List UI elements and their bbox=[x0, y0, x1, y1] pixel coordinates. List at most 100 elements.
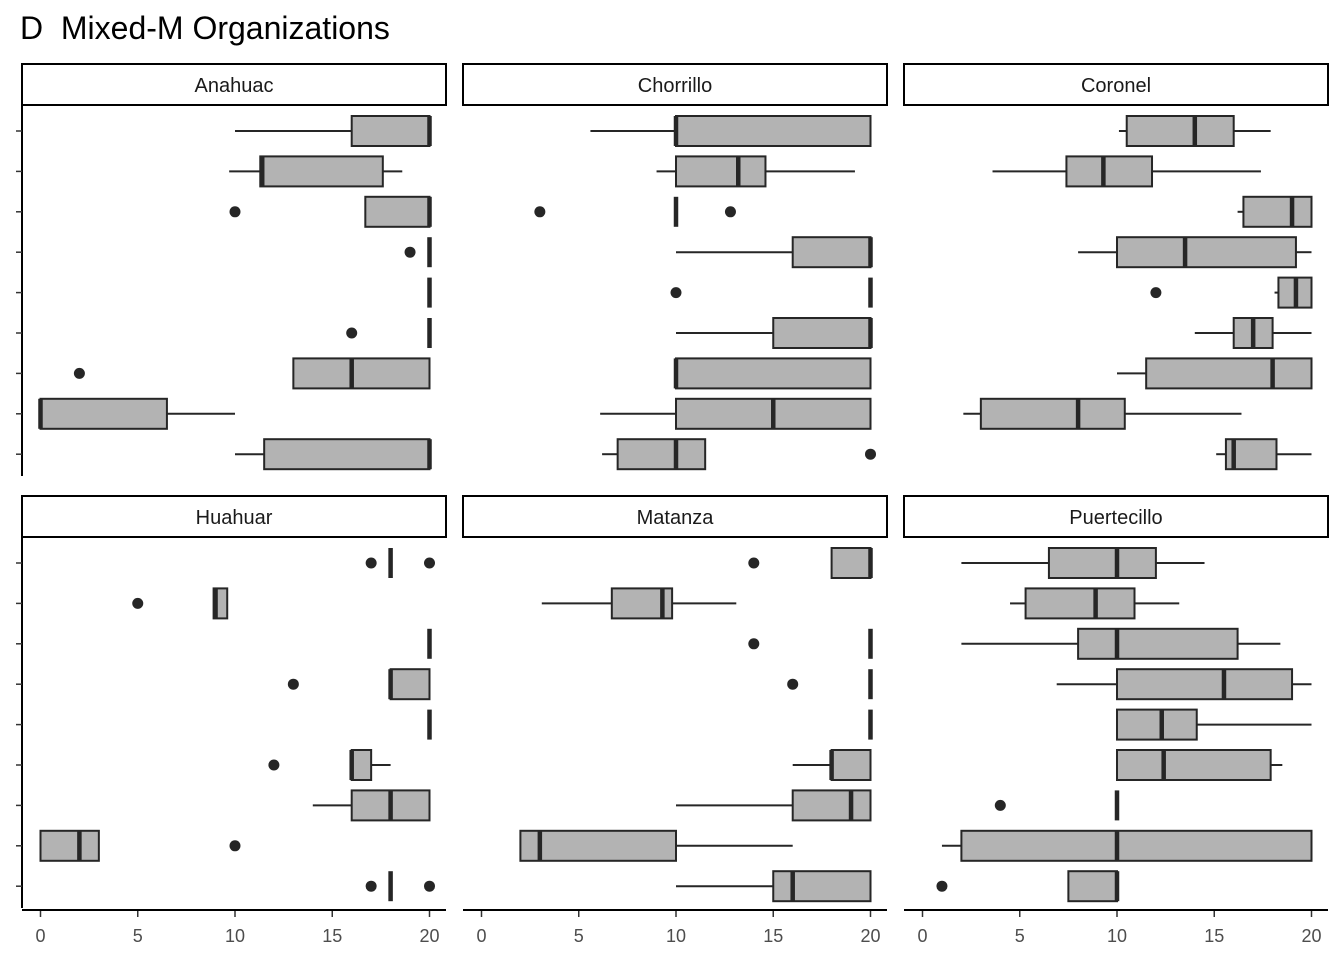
box-row bbox=[16, 115, 432, 147]
iqr-box bbox=[1116, 708, 1198, 741]
outlier-point bbox=[1150, 287, 1162, 299]
outlier-point bbox=[787, 678, 799, 690]
strip-label: Matanza bbox=[637, 507, 715, 529]
x-tick-label: 15 bbox=[322, 926, 342, 946]
box-row bbox=[656, 155, 855, 188]
box-row bbox=[16, 318, 432, 348]
outlier-point bbox=[229, 206, 241, 218]
iqr-box bbox=[292, 357, 431, 390]
iqr-box bbox=[830, 749, 872, 781]
iqr-box bbox=[979, 397, 1126, 430]
box-row bbox=[676, 236, 873, 269]
box-row bbox=[1117, 357, 1313, 390]
outlier-point bbox=[365, 557, 377, 569]
box-row bbox=[994, 790, 1120, 821]
box-row bbox=[16, 871, 435, 902]
chart-title: D Mixed-M Organizations bbox=[20, 10, 390, 46]
box-row bbox=[16, 195, 432, 228]
box-row bbox=[16, 829, 241, 862]
iqr-box bbox=[1067, 870, 1118, 903]
box-row bbox=[16, 277, 432, 308]
iqr-box bbox=[1024, 587, 1136, 620]
box-row bbox=[1078, 236, 1312, 269]
outlier-point bbox=[132, 597, 144, 609]
x-tick-label: 15 bbox=[763, 926, 783, 946]
iqr-box bbox=[830, 547, 872, 579]
box-row bbox=[963, 397, 1242, 430]
x-tick-label: 20 bbox=[1301, 926, 1321, 946]
strip-label: Huahuar bbox=[196, 507, 273, 529]
iqr-box bbox=[519, 829, 678, 862]
iqr-box bbox=[791, 236, 872, 269]
x-tick-label: 5 bbox=[574, 926, 584, 946]
box-row bbox=[676, 789, 872, 822]
box-row bbox=[16, 749, 391, 781]
outlier-point bbox=[936, 880, 948, 892]
outlier-point bbox=[724, 206, 736, 218]
strip-box bbox=[903, 495, 1329, 538]
iqr-box bbox=[39, 397, 168, 430]
iqr-box bbox=[1125, 115, 1235, 147]
iqr-box bbox=[675, 357, 872, 390]
iqr-box bbox=[350, 749, 373, 781]
box-row bbox=[961, 547, 1205, 579]
box-row bbox=[16, 438, 432, 471]
iqr-box bbox=[616, 438, 707, 471]
iqr-box bbox=[772, 317, 872, 349]
box-row bbox=[676, 317, 873, 349]
x-tick-label: 10 bbox=[225, 926, 245, 946]
iqr-box bbox=[960, 829, 1313, 862]
x-tick-label: 15 bbox=[1204, 926, 1224, 946]
outlier-point bbox=[229, 840, 241, 852]
box-row bbox=[16, 789, 431, 822]
iqr-box bbox=[263, 438, 431, 471]
box-row bbox=[1216, 438, 1312, 471]
box-row bbox=[992, 155, 1261, 188]
iqr-box bbox=[350, 115, 431, 147]
iqr-box bbox=[1242, 195, 1313, 228]
box-row bbox=[748, 628, 873, 659]
box-row bbox=[541, 587, 737, 620]
box-row bbox=[941, 829, 1313, 862]
box-row bbox=[602, 438, 876, 471]
strip-label: Chorrillo bbox=[638, 75, 712, 97]
box-row bbox=[1010, 587, 1180, 620]
box-row bbox=[16, 237, 432, 268]
outlier-point bbox=[424, 557, 435, 569]
x-tick-label: 20 bbox=[860, 926, 880, 946]
strip-box bbox=[903, 63, 1329, 106]
iqr-box bbox=[1116, 236, 1297, 269]
iqr-box bbox=[1145, 357, 1313, 390]
panel-anahuac: Anahuac bbox=[16, 63, 447, 476]
x-tick-label: 10 bbox=[1107, 926, 1127, 946]
panel-matanza: Matanza 0 5 10 15 20 bbox=[462, 495, 888, 946]
iqr-box bbox=[259, 155, 384, 188]
strip-label: Puertecillo bbox=[1069, 507, 1162, 529]
box-row bbox=[16, 548, 435, 578]
box-row bbox=[519, 829, 793, 862]
outlier-point bbox=[268, 759, 280, 771]
panel-chorrillo: Chorrillo bbox=[462, 63, 888, 471]
outlier-point bbox=[287, 678, 299, 690]
box-row bbox=[590, 115, 872, 147]
x-tick-label: 5 bbox=[1015, 926, 1025, 946]
box-row bbox=[600, 397, 872, 430]
outlier-point bbox=[748, 638, 760, 650]
x-tick-label: 20 bbox=[419, 926, 439, 946]
x-tick-label: 0 bbox=[35, 926, 45, 946]
iqr-box bbox=[389, 668, 431, 701]
iqr-box bbox=[364, 195, 431, 228]
outlier-point bbox=[346, 327, 358, 339]
iqr-box bbox=[675, 155, 767, 188]
strip-box bbox=[462, 63, 888, 106]
iqr-box bbox=[675, 115, 872, 147]
x-tick-label: 0 bbox=[476, 926, 486, 946]
iqr-box bbox=[791, 789, 872, 822]
iqr-box bbox=[1047, 547, 1157, 579]
outlier-point bbox=[404, 246, 416, 258]
outlier-point bbox=[748, 557, 760, 569]
strip-label: Anahuac bbox=[195, 75, 274, 97]
outlier-point bbox=[670, 287, 682, 299]
